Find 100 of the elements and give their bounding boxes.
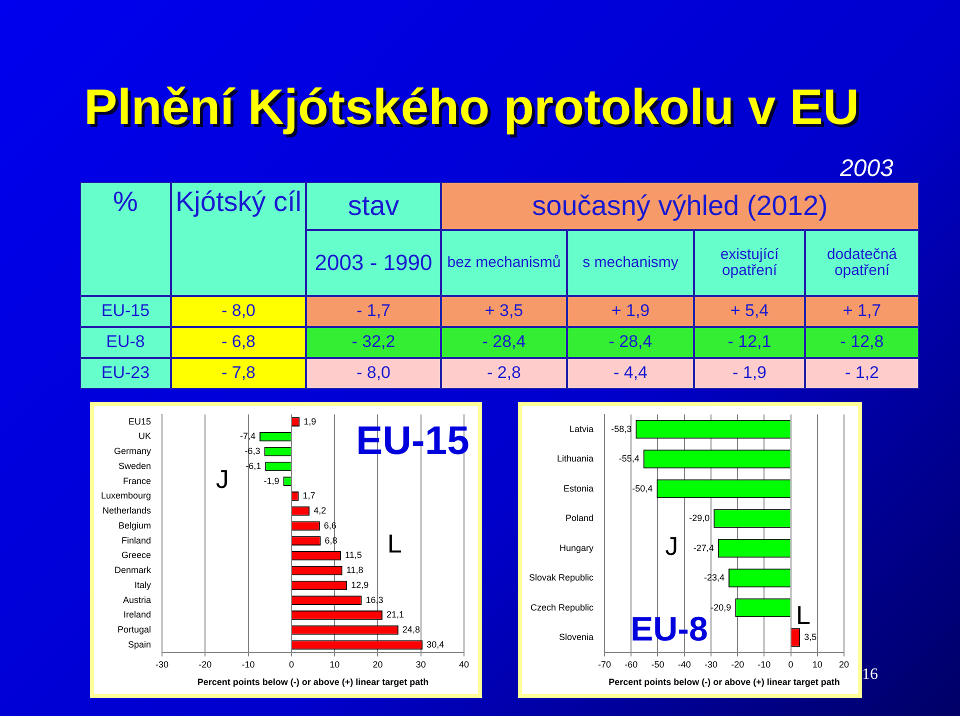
data-label: -20,9 <box>710 602 732 612</box>
data-label: -27,4 <box>693 542 714 553</box>
data-label: 4,2 <box>314 506 326 516</box>
data-label: -50,4 <box>632 483 653 494</box>
y-tick-label: Belgium <box>118 520 152 530</box>
y-tick-label: Luxembourg <box>100 490 152 501</box>
annotation: L <box>796 600 811 630</box>
data-label: 30,4 <box>426 639 444 650</box>
data-label: -6,1 <box>246 460 262 471</box>
x-tick-label: -60 <box>624 659 638 670</box>
text: + 5,4 <box>694 296 805 327</box>
y-tick-label: Greece <box>122 550 152 560</box>
x-tick-label: 10 <box>330 659 340 670</box>
data-label: 11,5 <box>345 550 362 560</box>
text: - 7,8 <box>171 358 306 389</box>
text: - 1,9 <box>694 358 805 389</box>
y-tick-label: Hungary <box>560 542 594 553</box>
y-tick-label: Czech Republic <box>530 602 594 612</box>
text: Kjótský cíl <box>171 182 306 296</box>
x-axis-title: Percent points below (-) or above (+) linear target path <box>197 677 429 688</box>
data-label: 21,1 <box>386 610 404 620</box>
text: - 6,8 <box>171 327 306 358</box>
data-label: -7,4 <box>240 431 256 442</box>
data-label: 6,6 <box>324 520 336 530</box>
text: % <box>80 182 171 296</box>
text: - 28,4 <box>441 327 567 358</box>
data-label: -6,3 <box>244 446 260 456</box>
x-tick-label: -30 <box>156 659 169 670</box>
data-label: -29,0 <box>689 513 710 524</box>
x-tick-label: -50 <box>651 659 664 670</box>
y-tick-label: Denmark <box>114 565 152 576</box>
y-tick-label: Germany <box>114 446 152 456</box>
y-tick-label: Portugal <box>118 624 152 635</box>
text: s mechanismy <box>567 230 694 296</box>
text: EU-23 <box>80 358 171 389</box>
x-tick-label: 0 <box>288 659 294 670</box>
data-label: -58,3 <box>611 424 632 434</box>
text: Plnění Kjótského protokolu v EU <box>84 78 860 136</box>
text: EU-15 <box>80 296 171 327</box>
x-tick-label: 20 <box>372 659 383 670</box>
y-tick-label: Austria <box>123 594 152 605</box>
annotation: EU-8 <box>630 610 708 648</box>
x-tick-label: -20 <box>731 659 744 670</box>
annotation: J <box>216 464 229 494</box>
x-tick-label: -10 <box>758 659 771 670</box>
text: - 4,4 <box>567 358 694 389</box>
text: stav <box>306 182 441 230</box>
text: - 32,2 <box>306 327 441 358</box>
data-label: 6,8 <box>324 535 338 546</box>
data-label: 12,9 <box>351 580 369 590</box>
x-tick-label: 0 <box>788 659 794 670</box>
text: - 12,1 <box>694 327 805 358</box>
y-tick-label: Estonia <box>564 483 594 494</box>
x-tick-label: -70 <box>598 659 612 670</box>
text: dodatečná opatření <box>805 230 919 296</box>
text: EU-8 <box>80 327 171 358</box>
text: + 3,5 <box>441 296 567 327</box>
text: bez mechanismů <box>441 230 567 296</box>
data-label: 24,8 <box>402 624 420 635</box>
text: - 1,2 <box>805 358 919 389</box>
y-tick-label: Finland <box>122 535 152 546</box>
annotation: EU-15 <box>356 418 470 463</box>
data-label: 3,5 <box>804 632 817 642</box>
data-label: -23,4 <box>704 572 725 583</box>
text: existující opatření <box>694 230 805 296</box>
y-tick-label: Lithuania <box>556 454 594 464</box>
y-tick-label: Italy <box>134 580 152 590</box>
data-label: 1,9 <box>304 416 316 426</box>
text: - 12,8 <box>805 327 919 358</box>
x-tick-label: -40 <box>678 659 691 670</box>
y-tick-label: Poland <box>566 513 594 524</box>
annotation: J <box>665 530 678 561</box>
x-tick-label: -20 <box>198 659 212 670</box>
x-axis-title: Percent points below (-) or above (+) linear target path <box>608 677 840 688</box>
y-tick-label: France <box>123 476 152 486</box>
y-tick-label: Slovenia <box>559 632 594 642</box>
text: + 1,7 <box>805 296 919 327</box>
x-tick-label: 10 <box>812 659 822 670</box>
y-tick-label: Latvia <box>570 424 594 434</box>
y-tick-label: Spain <box>128 639 152 650</box>
text: - 2,8 <box>441 358 567 389</box>
x-tick-label: -10 <box>242 659 255 670</box>
y-tick-label: Slovak Republic <box>528 572 594 583</box>
y-tick-label: UK <box>138 431 152 442</box>
data-label: 1,7 <box>302 490 316 501</box>
text: současný výhled (2012) <box>441 182 919 230</box>
annotation: L <box>387 528 402 558</box>
y-tick-label: Netherlands <box>102 506 152 516</box>
data-label: -1,9 <box>264 476 280 486</box>
data-label: 16,3 <box>366 594 384 605</box>
text: 2003 <box>840 155 894 183</box>
text: - 28,4 <box>567 327 694 358</box>
text: 16 <box>862 666 878 684</box>
data-label: 11,8 <box>346 565 364 576</box>
y-tick-label: EU15 <box>128 416 152 426</box>
text: - 8,0 <box>306 358 441 389</box>
text: - 8,0 <box>171 296 306 327</box>
x-tick-label: 30 <box>416 659 426 670</box>
text: - 1,7 <box>306 296 441 327</box>
x-tick-label: -30 <box>704 659 718 670</box>
